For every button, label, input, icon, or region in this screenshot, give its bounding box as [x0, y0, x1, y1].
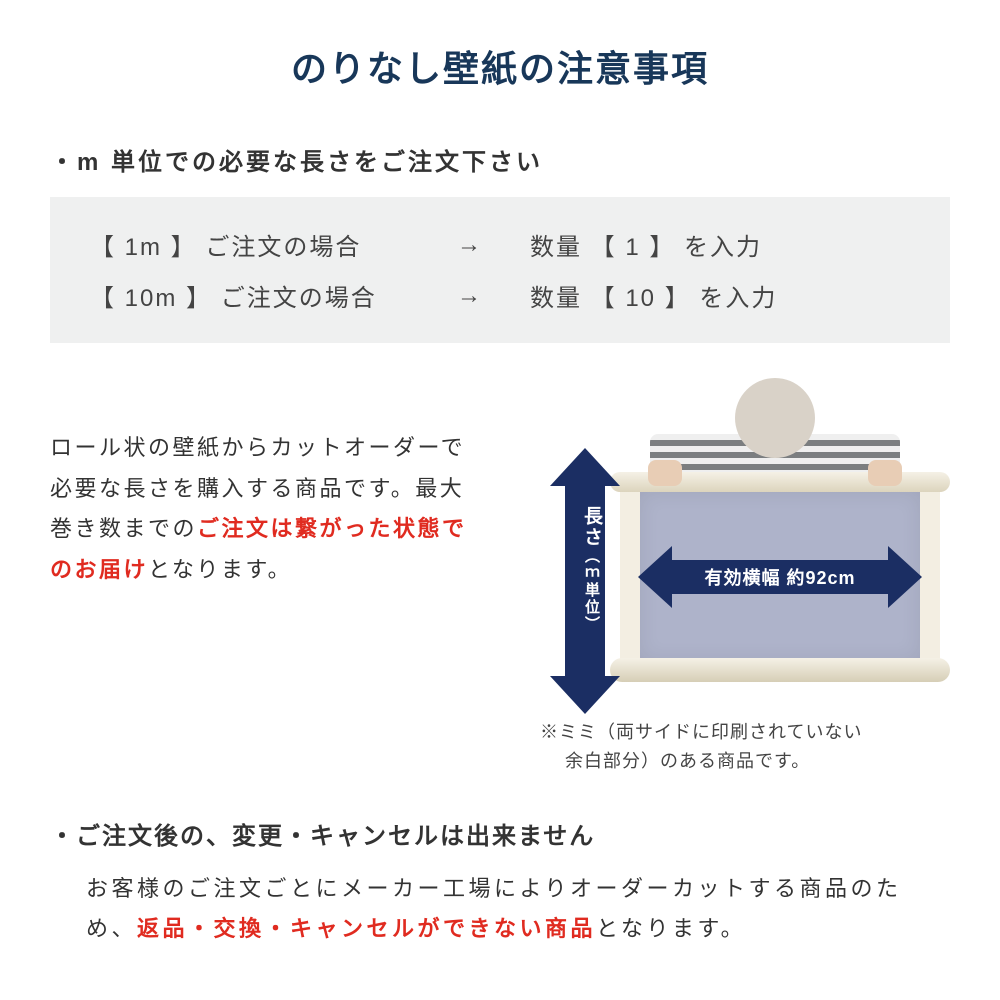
- arrow-right-icon: →: [450, 231, 490, 259]
- body-post: となります。: [596, 916, 746, 941]
- example-left: 【 10m 】 ご注文の場合: [90, 278, 410, 313]
- width-label: 有効横幅 約92cm: [704, 564, 855, 590]
- mid-section: ロール状の壁紙からカットオーダーで必要な長さを購入する商品です。最大巻き数までの…: [50, 378, 950, 708]
- hand-right: [868, 460, 902, 486]
- width-arrow-left-icon: [638, 546, 672, 608]
- length-arrow-down-icon: [550, 676, 620, 714]
- example-right: 数量 【 10 】 を入力: [530, 278, 910, 313]
- example-row: 【 10m 】 ご注文の場合 → 数量 【 10 】 を入力: [90, 270, 910, 321]
- note-line2: 余白部分）のある商品です。: [540, 751, 810, 771]
- width-arrow-body: 有効横幅 約92cm: [670, 560, 890, 594]
- length-label-unit: （ｍ単位）: [583, 548, 600, 633]
- example-row: 【 1m 】 ご注文の場合 → 数量 【 1 】 を入力: [90, 219, 910, 270]
- note-line1: ※ミミ（両サイドに印刷されていない: [540, 722, 862, 742]
- section2-heading: ・ご注文後の、変更・キャンセルは出来ません: [50, 816, 950, 851]
- width-arrow-right-icon: [888, 546, 922, 608]
- length-label-main: 長さ: [581, 506, 602, 548]
- cut-order-description: ロール状の壁紙からカットオーダーで必要な長さを購入する商品です。最大巻き数までの…: [50, 378, 470, 708]
- section1-heading: ・m 単位での必要な長さをご注文下さい: [50, 142, 950, 177]
- roll-bottom: [610, 658, 950, 682]
- length-arrow-up-icon: [550, 448, 620, 486]
- section2-body: お客様のご注文ごとにメーカー工場によりオーダーカットする商品のため、返品・交換・…: [50, 869, 950, 950]
- desc-post: となります。: [148, 557, 292, 582]
- hand-left: [648, 460, 682, 486]
- length-label: 長さ（ｍ単位）: [565, 506, 605, 633]
- arrow-right-icon: →: [450, 282, 490, 310]
- body-emphasis: 返品・交換・キャンセルができない商品: [137, 916, 596, 941]
- example-right: 数量 【 1 】 を入力: [530, 227, 910, 262]
- example-left: 【 1m 】 ご注文の場合: [90, 227, 410, 262]
- diagram-footnote: ※ミミ（両サイドに印刷されていない 余白部分）のある商品です。: [540, 718, 950, 776]
- order-example-box: 【 1m 】 ご注文の場合 → 数量 【 1 】 を入力 【 10m 】 ご注文…: [50, 197, 950, 343]
- person-head: [735, 378, 815, 458]
- page-title: のりなし壁紙の注意事項: [50, 40, 950, 92]
- wallpaper-diagram: 長さ（ｍ単位） 有効横幅 約92cm: [480, 378, 950, 708]
